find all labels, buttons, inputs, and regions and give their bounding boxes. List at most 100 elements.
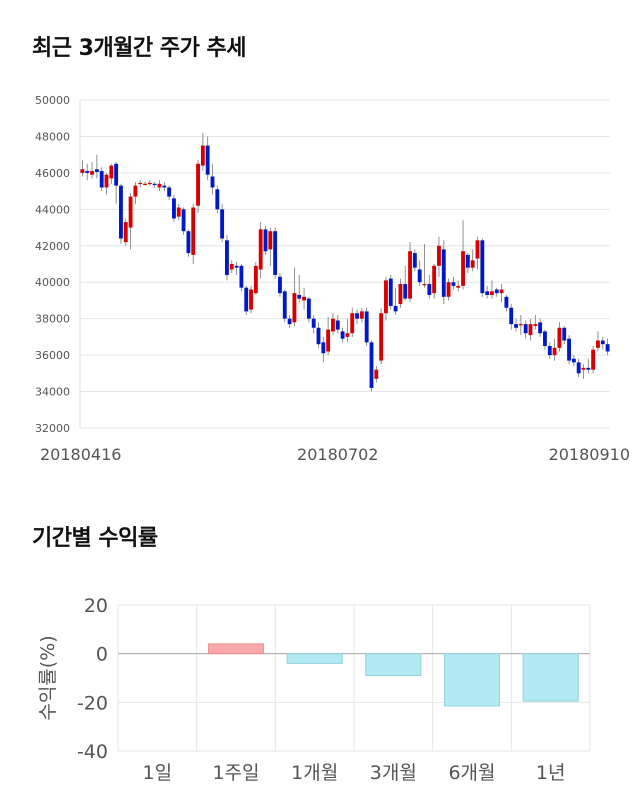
candle-body [229, 264, 234, 270]
candle-body [302, 296, 306, 301]
y-tick-label: 0 [96, 644, 108, 666]
candle-body [533, 324, 538, 326]
candle-body [441, 249, 446, 297]
candle-body [99, 171, 104, 188]
candle-body [470, 260, 475, 268]
candle-body [133, 185, 138, 197]
candle-body [258, 229, 263, 270]
candle-body [552, 347, 557, 356]
candle-body [90, 171, 94, 175]
candle-body [374, 369, 379, 379]
candle-body [600, 340, 605, 345]
period-returns-title: 기간별 수익률 [32, 526, 158, 551]
candle-body [114, 163, 119, 186]
x-category-label: 1개월 [291, 762, 338, 784]
y-tick-label: 20 [84, 595, 108, 617]
candle-body [335, 320, 340, 330]
return-bar [443, 653, 501, 707]
candle-body [388, 278, 393, 306]
candle-body [138, 182, 143, 185]
candle-body [311, 318, 316, 328]
candle-body [215, 189, 220, 210]
candle-body [205, 145, 210, 175]
candle-body [186, 231, 191, 254]
x-category-label: 1일 [143, 762, 173, 784]
y-tick-label: -40 [77, 741, 108, 763]
candle-body [596, 340, 600, 348]
candle-body [172, 198, 176, 219]
candle-body [504, 296, 509, 308]
candle-body [355, 313, 359, 319]
candle-body [157, 183, 162, 188]
candle-body [123, 222, 128, 243]
candle-body [465, 254, 470, 268]
candle-body [408, 251, 412, 299]
candle-body [364, 311, 369, 343]
candle-body [547, 346, 552, 356]
candle-body [147, 182, 152, 185]
candle-body [379, 313, 384, 361]
y-tick-label: 34000 [35, 386, 70, 399]
candle-body [253, 265, 258, 294]
candle-body [249, 289, 253, 310]
candle-body [225, 240, 229, 275]
y-tick-label: 40000 [35, 276, 70, 289]
candle-body [345, 333, 350, 337]
candle-body [528, 324, 533, 336]
candle-body [480, 240, 485, 294]
candle-body [518, 324, 523, 326]
candle-body [509, 307, 514, 325]
returns-bar-chart: 20 0 -20 -40 1일 1주일 1개월 3개월 6개월 1년 수익률(%) [37, 595, 591, 784]
candle-body [586, 367, 591, 370]
candle-body [485, 291, 490, 295]
candle-body [94, 169, 99, 172]
candle-body [85, 171, 90, 173]
candle-body [278, 276, 282, 294]
candle-body [244, 287, 249, 312]
return-bar [207, 643, 265, 655]
candle-body [152, 183, 157, 186]
candle-body [490, 291, 494, 295]
candle-body [461, 251, 465, 286]
candle-body [451, 282, 456, 286]
candle-body [456, 285, 461, 288]
candle-body [287, 318, 292, 325]
candlestick-chart: 50000 48000 46000 44000 42000 40000 38000 36000… [35, 94, 630, 464]
candle-body [273, 231, 278, 275]
candle-body [384, 280, 388, 314]
y-tick-label: 32000 [35, 422, 70, 435]
candle-body [475, 240, 480, 259]
candle-body [427, 284, 432, 295]
candle-body [191, 207, 196, 255]
return-bar [286, 653, 343, 664]
candle-body [437, 245, 441, 266]
candle-body [196, 163, 200, 206]
candle-body [417, 269, 422, 283]
candle-body [263, 229, 268, 252]
x-category-label: 1주일 [212, 762, 259, 784]
candle-body [562, 327, 567, 341]
candle-body [359, 311, 364, 319]
y-tick-label: 44000 [35, 203, 70, 216]
y-tick-label: -20 [77, 692, 108, 714]
candle-body [200, 145, 205, 166]
x-tick-label: 20180416 [40, 445, 121, 464]
candle-body [181, 209, 186, 232]
y-tick-label: 42000 [35, 240, 70, 253]
candle-body [340, 331, 345, 339]
price-trend-title: 최근 3개월간 주가 추세 [32, 36, 246, 61]
candle-body [162, 185, 167, 188]
candle-body [104, 174, 109, 188]
candle-body [331, 318, 335, 332]
candle-body [393, 305, 398, 312]
candle-body [499, 289, 504, 294]
candle-body [398, 284, 403, 305]
candle-body [422, 284, 427, 286]
candle-body [326, 329, 331, 352]
y-tick-label: 46000 [35, 167, 70, 180]
x-tick-label: 20180910 [549, 445, 630, 464]
candle-body [591, 349, 596, 370]
candle-body [119, 185, 123, 239]
x-tick-label: 20180702 [297, 445, 378, 464]
candle-body [297, 294, 302, 299]
